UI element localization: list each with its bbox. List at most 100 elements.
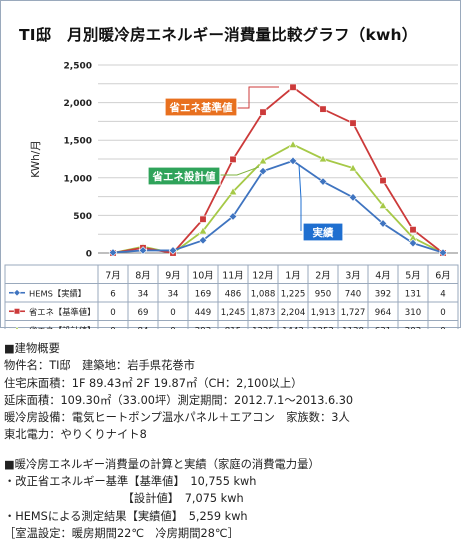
data-point <box>258 156 268 165</box>
table-cell: 964 <box>375 308 391 318</box>
data-point <box>318 177 328 186</box>
table-cell: 950 <box>315 289 331 299</box>
callout-actual-label: 実績 <box>313 226 334 239</box>
y-axis-label: KWh/月 <box>30 140 42 178</box>
x-tick-label: 1月 <box>285 270 301 281</box>
table-cell: 449 <box>195 308 211 318</box>
y-tick-label: 1,000 <box>64 174 92 184</box>
x-tick-label: 9月 <box>165 270 181 281</box>
x-tick-label: 10月 <box>192 270 214 281</box>
data-point <box>198 236 208 245</box>
x-tick-label: 4月 <box>375 270 391 281</box>
data-point <box>409 226 417 234</box>
data-point <box>378 201 388 209</box>
table-cell: 1,245 <box>221 308 246 318</box>
table-cell: 1252 <box>312 326 334 329</box>
series-line <box>112 159 444 254</box>
table-cell: 486 <box>225 289 241 299</box>
data-point <box>408 238 418 248</box>
energy-chart: 0 500 1,000 1,500 2,000 2,500 KWh/月 7月 8月 9月 10月 11… <box>4 62 459 329</box>
table-cell: 0 <box>440 326 445 329</box>
table-cell: 169 <box>195 289 211 299</box>
legend-marker <box>13 289 21 297</box>
info-line: 住宅床面積：1F 89.43㎡ 2F 19.87㎡（CH：2,100以上） <box>4 376 303 390</box>
data-point <box>108 248 118 257</box>
table-cell: 1,727 <box>341 308 366 318</box>
table-cell: 1225 <box>252 326 274 329</box>
callout-design-label: 省エネ設計値 <box>152 170 216 183</box>
x-tick-label: 5月 <box>405 270 421 281</box>
data-point <box>258 166 268 176</box>
table-cell: 1130 <box>342 326 364 329</box>
y-tick-label: 2,500 <box>64 62 92 72</box>
table-cell: 1,873 <box>251 308 276 318</box>
x-tick-label: 6月 <box>435 270 451 281</box>
info-line: 暖冷房設備：電気ヒートポンプ温水パネル＋エアコン 家族数：3人 <box>4 411 350 425</box>
legend-label: 省エネ【基準値】 <box>29 307 95 317</box>
callout-design-box <box>147 166 221 186</box>
table-cell: 740 <box>345 289 361 299</box>
table-cell: 34 <box>138 289 149 299</box>
data-point <box>348 163 358 172</box>
legend-marker <box>15 325 19 329</box>
table-cell: 0 <box>440 308 445 318</box>
y-tick-label: 500 <box>73 212 92 222</box>
table-cell: 631 <box>375 326 391 329</box>
info-line: ・HEMSによる測定結果【実績値】 5,259 kwh <box>4 509 248 523</box>
callout-leader <box>236 86 279 109</box>
info-line: 【設計値】 7,075 kwh <box>4 492 244 506</box>
y-tick-label: 2,000 <box>64 99 92 109</box>
data-point <box>319 105 327 113</box>
x-tick-label: 2月 <box>315 270 331 281</box>
series-line <box>112 86 444 254</box>
info-line: ・改正省エネルギー基準【基準値】 10,755 kwh <box>4 475 257 489</box>
table-cell: 310 <box>405 308 421 318</box>
info-line: ■建物概要 <box>4 342 60 355</box>
table-cell: 1442 <box>282 326 304 329</box>
data-point <box>438 248 448 257</box>
legend-label: HEMS【実績】 <box>29 288 86 298</box>
table-cell: 0 <box>110 308 115 318</box>
data-point <box>199 215 207 223</box>
info-spacer <box>4 444 459 456</box>
x-tick-label: 3月 <box>345 270 361 281</box>
table-cell: 2,204 <box>281 308 306 318</box>
data-point <box>378 219 388 228</box>
table-cell: 0 <box>170 326 175 329</box>
table-cell: 0 <box>110 326 115 329</box>
x-tick-label: 7月 <box>105 270 121 281</box>
table-cell: 293 <box>195 326 211 329</box>
data-point <box>229 155 237 163</box>
table-cell: 1,913 <box>311 308 336 318</box>
callout-actual-box <box>302 222 344 242</box>
data-point <box>228 187 238 196</box>
data-point <box>288 156 298 166</box>
chart-title: TI邸 月別暖冷房エネルギー消費量比較グラフ（kwh） <box>19 26 418 44</box>
info-line: 東北電力：やりくりナイト8 <box>4 428 147 442</box>
y-tick-label: 1,500 <box>64 137 92 147</box>
table-cell: 0 <box>170 308 175 318</box>
x-tick-label: 8月 <box>135 270 151 281</box>
table-cell: 1,225 <box>281 289 306 299</box>
callout-standard-box <box>164 97 238 117</box>
x-tick-label: 12月 <box>252 270 274 281</box>
info-line: 延床面積：109.30㎡（33.00坪）測定期間：2012.7.1～2013.6… <box>4 393 354 407</box>
table-cell: 203 <box>405 326 421 329</box>
table-cell: 131 <box>405 289 421 299</box>
callout-leader <box>298 164 302 231</box>
legend-label: 省エネ【設計値】 <box>29 325 95 329</box>
table-cell: 815 <box>225 326 241 329</box>
data-point <box>348 193 358 202</box>
table-cell: 392 <box>375 289 391 299</box>
data-point <box>379 176 387 185</box>
y-tick-label: 0 <box>86 250 92 260</box>
x-tick-label: 11月 <box>222 270 244 281</box>
data-point <box>289 83 297 91</box>
data-point <box>168 246 178 255</box>
callout-standard-label: 省エネ基準値 <box>169 101 233 114</box>
table-cell: 34 <box>168 289 179 299</box>
legend-marker <box>13 308 21 315</box>
info-line: ■暖冷房エネルギー消費量の計算と実績（家庭の消費電力量） <box>4 457 320 471</box>
callout-leader <box>219 166 260 176</box>
data-point <box>228 212 238 221</box>
